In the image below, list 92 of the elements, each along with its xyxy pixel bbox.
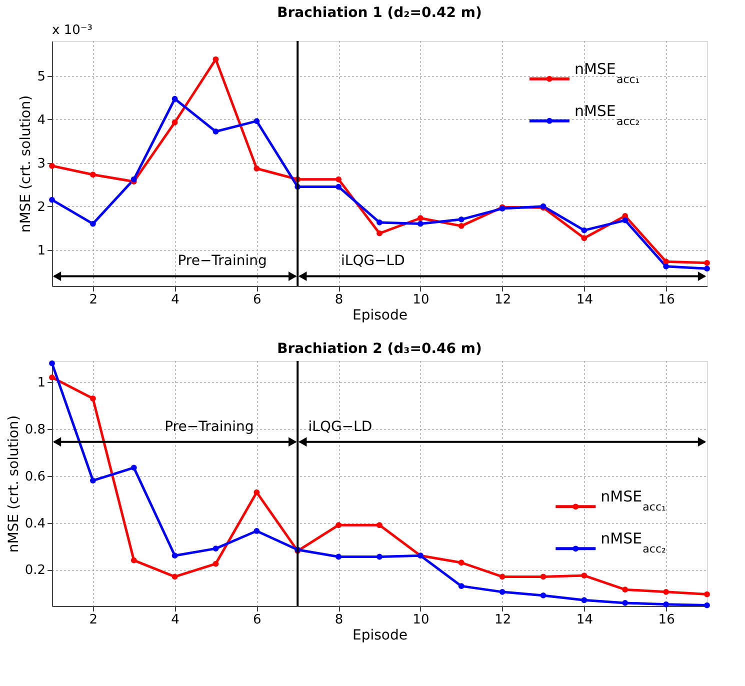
point <box>90 172 96 178</box>
point <box>212 56 219 62</box>
point <box>622 600 628 606</box>
x-tick-label: 12 <box>494 292 512 308</box>
x-tick-label: 2 <box>89 612 98 628</box>
point <box>704 602 710 608</box>
x-tick-label: 10 <box>412 292 430 308</box>
x-tick-label: 14 <box>576 612 593 628</box>
point <box>540 574 546 580</box>
point <box>540 592 546 598</box>
x-tick-label: 16 <box>658 292 675 308</box>
point <box>130 464 137 471</box>
x-tick-label: 16 <box>658 612 675 628</box>
point <box>254 489 260 496</box>
point <box>581 235 588 242</box>
y-tick-label: 0.8 <box>24 422 46 438</box>
point <box>130 557 137 564</box>
x-tick-label: 10 <box>412 612 430 628</box>
y-axis-title: nMSE (crt. solution) <box>6 415 22 553</box>
point <box>663 263 670 270</box>
point <box>336 176 342 182</box>
point <box>90 478 96 484</box>
point <box>622 586 628 593</box>
y-tick-label: 2 <box>37 200 46 215</box>
y-tick-label: 4 <box>37 112 46 128</box>
point <box>581 597 588 604</box>
x-tick-label: 12 <box>494 612 512 628</box>
point <box>49 162 55 169</box>
point <box>172 96 178 102</box>
x-tick-label: 6 <box>253 292 262 308</box>
x-tick-label: 6 <box>253 612 262 628</box>
point <box>172 119 178 126</box>
point <box>376 554 382 560</box>
point <box>458 583 464 590</box>
text: x 10⁻³ <box>52 23 92 38</box>
y-tick-label: 0.6 <box>24 469 46 484</box>
point <box>704 260 710 266</box>
point <box>376 522 382 528</box>
x-axis-title: Episode <box>352 308 408 324</box>
point <box>212 546 219 552</box>
y-axis-title: nMSE (crt. solution) <box>18 95 34 233</box>
point <box>663 601 670 608</box>
point <box>172 552 178 559</box>
annotation: Pre−Training <box>178 253 267 270</box>
annotation: Pre−Training <box>164 418 254 435</box>
chart-title: Brachiation 2 (d₃=0.46 m) <box>277 341 482 357</box>
annotation: iLQG−LD <box>341 253 405 270</box>
point <box>581 227 588 234</box>
point <box>704 266 710 272</box>
point <box>663 588 670 595</box>
y-tick-label: 1 <box>37 376 46 391</box>
point <box>254 166 260 172</box>
point <box>254 528 260 534</box>
point <box>376 230 382 236</box>
point <box>499 588 506 595</box>
point <box>336 184 342 190</box>
point <box>130 176 137 182</box>
point <box>90 396 96 402</box>
point <box>581 572 588 578</box>
point <box>458 222 464 229</box>
point <box>417 215 424 222</box>
chart-title: Brachiation 1 (d₂=0.42 m) <box>277 5 482 21</box>
x-tick-label: 4 <box>171 612 180 628</box>
point <box>90 220 96 227</box>
point <box>212 560 219 567</box>
point <box>212 128 219 134</box>
y-tick-label: 5 <box>37 69 46 84</box>
point <box>458 216 464 222</box>
point <box>254 118 260 124</box>
point <box>417 220 424 227</box>
x-tick-label: 4 <box>171 292 180 308</box>
point <box>49 374 55 380</box>
y-tick-label: 3 <box>37 156 46 172</box>
x-tick-label: 8 <box>334 612 344 628</box>
annotation: iLQG−LD <box>308 418 372 435</box>
y-tick-label: 1 <box>37 243 46 258</box>
x-tick-label: 2 <box>89 292 98 308</box>
point <box>376 220 382 226</box>
point <box>49 360 55 366</box>
point <box>622 217 628 224</box>
point <box>49 196 55 203</box>
point <box>458 560 464 566</box>
x-tick-label: 8 <box>334 292 344 308</box>
point <box>336 522 342 528</box>
y-tick-label: 0.4 <box>24 516 46 532</box>
point <box>336 554 342 560</box>
y-tick-label: 0.2 <box>24 563 46 578</box>
x-tick-label: 14 <box>576 292 593 308</box>
x-axis-title: Episode <box>352 628 408 644</box>
point <box>499 574 506 580</box>
point <box>704 591 710 598</box>
point <box>172 574 178 580</box>
